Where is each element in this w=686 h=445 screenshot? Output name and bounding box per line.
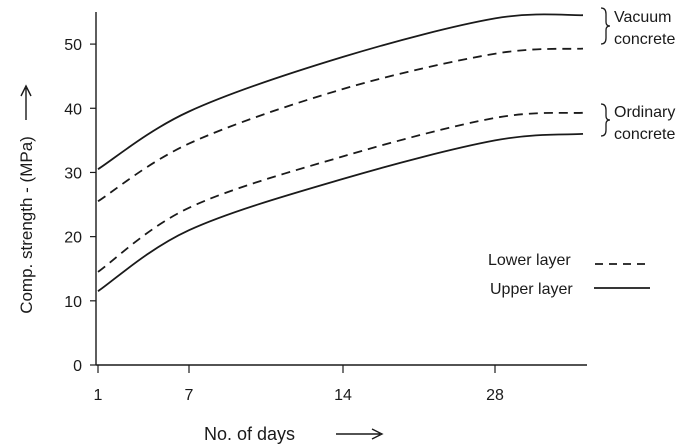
y-tick-label: 10 [64,294,82,311]
axes [95,12,587,366]
legend: Lower layer Upper layer [488,252,651,298]
vacuum-dashed-line [97,47,584,203]
x-tick-label: 7 [185,387,194,404]
y-tick-label: 50 [64,37,82,54]
x-tick-label: 28 [486,387,504,404]
ordinary-brace-icon [600,103,611,137]
vacuum-label-line1: Vacuum [614,9,672,26]
y-tick-label: 40 [64,101,82,118]
x-tick-label: 14 [334,387,352,404]
y-axis-label: Comp. strength - (MPa) [17,136,36,314]
vacuum-brace-icon [600,7,611,45]
series-lines [97,13,584,292]
ordinary-label-line1: Ordinary [614,104,675,121]
vacuum-solid-line [97,13,584,170]
y-axis-label-arrow-icon [20,84,32,120]
x-tick-label: 1 [94,387,103,404]
x-axis-label-arrow-icon [336,428,384,440]
ticks: 0 10 20 30 40 50 1 7 14 28 [64,37,504,404]
legend-label-lower-layer: Lower layer [488,252,571,269]
y-tick-label: 0 [73,358,82,375]
ordinary-label-line2: concrete [614,126,675,143]
legend-label-upper-layer: Upper layer [490,281,573,298]
ordinary-dashed-line [97,111,584,273]
y-tick-label: 30 [64,165,82,182]
ordinary-solid-line [97,133,584,292]
y-tick-label: 20 [64,230,82,247]
vacuum-label-line2: concrete [614,31,675,48]
x-axis-label: No. of days [204,424,295,444]
